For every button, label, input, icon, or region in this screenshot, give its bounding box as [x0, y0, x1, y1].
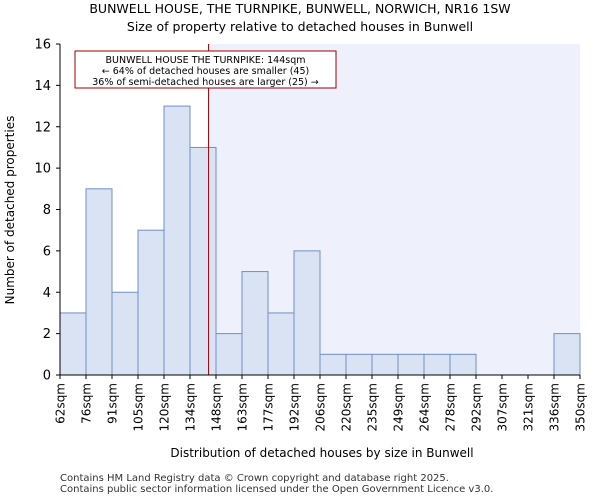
bar: [553, 333, 581, 376]
x-tick-label: 336sqm: [548, 383, 562, 431]
x-tick-label: 134sqm: [184, 383, 198, 431]
annotation-line1: BUNWELL HOUSE THE TURNPIKE: 144sqm: [106, 55, 306, 66]
chart-subtitle: Size of property relative to detached ho…: [126, 19, 474, 34]
bar: [85, 188, 113, 376]
y-tick-label: 12: [34, 120, 51, 135]
bar: [319, 353, 347, 376]
x-tick-label: 264sqm: [418, 383, 432, 431]
y-tick-label: 6: [43, 244, 51, 259]
x-tick-label: 249sqm: [392, 383, 406, 431]
x-tick-label: 177sqm: [262, 383, 276, 431]
x-tick-label: 292sqm: [470, 383, 484, 431]
bar: [215, 333, 243, 376]
annotation-line2: ← 64% of detached houses are smaller (45…: [102, 66, 309, 77]
x-tick-label: 220sqm: [340, 383, 354, 431]
y-tick-label: 0: [43, 369, 51, 384]
bar: [59, 312, 87, 376]
y-tick-label: 2: [43, 327, 51, 342]
bar: [163, 105, 191, 376]
y-axis-label: Number of detached properties: [3, 116, 17, 305]
bar: [137, 229, 165, 376]
y-tick-label: 16: [34, 38, 51, 53]
footer-line2: Contains public sector information licen…: [60, 484, 494, 495]
x-tick-label: 148sqm: [210, 383, 224, 431]
y-tick-label: 8: [43, 203, 51, 218]
x-tick-label: 350sqm: [574, 383, 588, 431]
bar: [449, 353, 477, 376]
bar: [293, 250, 321, 376]
x-tick-label: 120sqm: [158, 383, 172, 431]
x-tick-label: 206sqm: [314, 383, 328, 431]
bar: [397, 353, 425, 376]
annotation-box: [74, 50, 337, 89]
annotation-line3: 36% of semi-detached houses are larger (…: [92, 77, 319, 88]
x-tick-label: 235sqm: [366, 383, 380, 431]
y-tick-label: 14: [34, 79, 51, 94]
x-tick-label: 76sqm: [80, 383, 94, 424]
x-tick-label: 163sqm: [236, 383, 250, 431]
x-tick-label: 62sqm: [54, 383, 68, 424]
x-tick-label: 192sqm: [288, 383, 302, 431]
chart-title: BUNWELL HOUSE, THE TURNPIKE, BUNWELL, NO…: [89, 1, 511, 16]
x-axis-label: Distribution of detached houses by size …: [170, 446, 473, 460]
x-tick-label: 321sqm: [522, 383, 536, 431]
footer-line1: Contains HM Land Registry data © Crown c…: [60, 473, 449, 484]
x-tick-label: 307sqm: [496, 383, 510, 431]
bar: [241, 271, 269, 376]
bar: [111, 291, 139, 376]
x-tick-label: 105sqm: [132, 383, 146, 431]
bar: [189, 146, 217, 376]
bar: [423, 353, 451, 376]
y-tick-label: 4: [43, 286, 51, 301]
bar: [345, 353, 373, 376]
x-tick-label: 278sqm: [444, 383, 458, 431]
bar: [267, 312, 295, 376]
bar: [371, 353, 399, 376]
x-tick-label: 91sqm: [106, 383, 120, 424]
y-tick-label: 10: [34, 162, 51, 177]
